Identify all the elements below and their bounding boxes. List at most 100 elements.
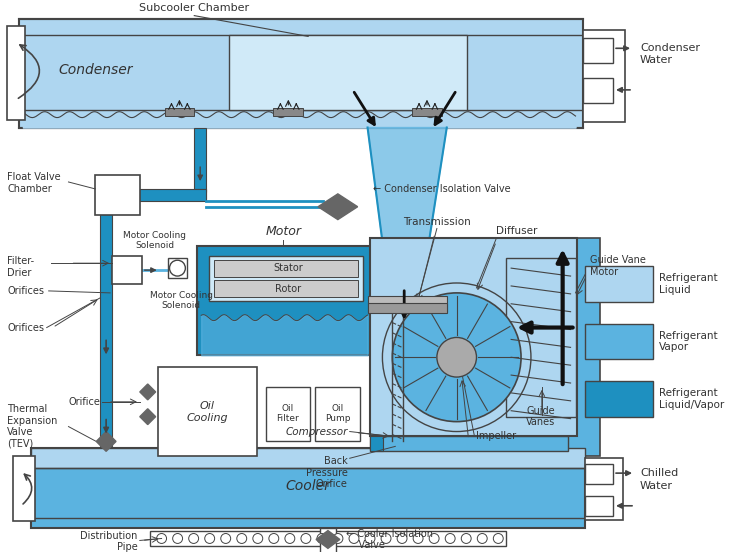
- Bar: [167, 258, 187, 278]
- Text: Orifices: Orifices: [7, 323, 44, 333]
- Text: ← Condenser Isolation Valve: ← Condenser Isolation Valve: [372, 184, 510, 194]
- Text: Impeller: Impeller: [477, 432, 517, 442]
- Bar: [164, 108, 195, 116]
- Text: Diffuser: Diffuser: [497, 227, 538, 236]
- Bar: [31, 448, 585, 527]
- Text: Motor: Motor: [266, 226, 301, 238]
- Text: Oil
Pump: Oil Pump: [325, 404, 351, 423]
- Polygon shape: [368, 128, 447, 317]
- Polygon shape: [316, 531, 340, 549]
- Circle shape: [349, 534, 359, 544]
- Polygon shape: [96, 432, 116, 451]
- Text: Condenser: Condenser: [640, 43, 700, 53]
- Text: Water: Water: [640, 55, 673, 65]
- Bar: [198, 246, 371, 355]
- Bar: [412, 108, 442, 116]
- Circle shape: [429, 534, 439, 544]
- Text: ← Cooler Isolation
    Valve: ← Cooler Isolation Valve: [346, 529, 433, 550]
- Text: Rotor: Rotor: [275, 284, 301, 294]
- Bar: [13, 456, 35, 521]
- Bar: [320, 527, 336, 557]
- Text: Thermal
Expansion
Valve
(TEV): Thermal Expansion Valve (TEV): [7, 404, 58, 449]
- Bar: [368, 296, 447, 312]
- Bar: [583, 31, 625, 121]
- Circle shape: [413, 534, 423, 544]
- Bar: [506, 258, 576, 417]
- Bar: [585, 464, 613, 484]
- Bar: [214, 280, 357, 297]
- Bar: [214, 260, 357, 277]
- Bar: [100, 214, 112, 446]
- Circle shape: [157, 534, 166, 544]
- Circle shape: [397, 534, 407, 544]
- Text: Oil
Filter: Oil Filter: [276, 404, 299, 423]
- Circle shape: [381, 534, 391, 544]
- Bar: [585, 381, 653, 417]
- Circle shape: [445, 534, 455, 544]
- Bar: [274, 108, 303, 116]
- Bar: [112, 256, 142, 284]
- Circle shape: [169, 260, 185, 276]
- Text: Orifice: Orifice: [68, 397, 100, 407]
- Text: Subcooler Chamber: Subcooler Chamber: [139, 3, 249, 13]
- Bar: [585, 266, 653, 302]
- Bar: [95, 175, 140, 214]
- Text: Distribution
Pipe: Distribution Pipe: [81, 531, 138, 552]
- Bar: [209, 256, 363, 301]
- Text: Back
Pressure
Orifice: Back Pressure Orifice: [306, 456, 348, 490]
- Text: Motor Cooling
Solenoid: Motor Cooling Solenoid: [123, 231, 186, 250]
- Circle shape: [461, 534, 471, 544]
- Text: Chilled: Chilled: [640, 468, 678, 478]
- Text: Filter-
Drier: Filter- Drier: [7, 256, 34, 278]
- Circle shape: [494, 534, 503, 544]
- Circle shape: [221, 534, 231, 544]
- Circle shape: [333, 534, 343, 544]
- Bar: [100, 189, 206, 201]
- Circle shape: [189, 534, 198, 544]
- Text: Condenser: Condenser: [58, 63, 132, 77]
- Bar: [585, 496, 613, 516]
- Bar: [583, 78, 613, 102]
- Polygon shape: [140, 384, 155, 400]
- Text: Refrigerant
Liquid: Refrigerant Liquid: [659, 273, 717, 295]
- Text: Orifices: Orifices: [7, 286, 44, 296]
- Circle shape: [269, 534, 279, 544]
- Circle shape: [437, 338, 477, 377]
- Text: Water: Water: [640, 481, 673, 491]
- Text: Motor Cooling
Solenoid: Motor Cooling Solenoid: [150, 291, 213, 310]
- Bar: [149, 531, 506, 546]
- Bar: [585, 458, 623, 520]
- Circle shape: [237, 534, 246, 544]
- Bar: [315, 387, 360, 442]
- Text: Refrigerant
Liquid/Vapor: Refrigerant Liquid/Vapor: [659, 388, 724, 409]
- Polygon shape: [140, 409, 155, 424]
- Circle shape: [477, 534, 487, 544]
- Circle shape: [301, 534, 311, 544]
- Bar: [31, 448, 585, 468]
- Text: Refrigerant
Vapor: Refrigerant Vapor: [659, 331, 717, 352]
- Bar: [19, 18, 583, 128]
- Polygon shape: [318, 194, 357, 219]
- Circle shape: [392, 293, 521, 422]
- Circle shape: [285, 534, 295, 544]
- Text: Oil
Cooling: Oil Cooling: [186, 401, 228, 423]
- Circle shape: [253, 534, 263, 544]
- Circle shape: [205, 534, 215, 544]
- Bar: [266, 387, 310, 442]
- Circle shape: [172, 534, 183, 544]
- Text: Guide Vane
Motor: Guide Vane Motor: [591, 255, 646, 277]
- Text: Stator: Stator: [274, 263, 303, 273]
- Text: Compressor: Compressor: [286, 427, 348, 437]
- Text: Guide
Vanes: Guide Vanes: [526, 406, 555, 427]
- Bar: [585, 324, 653, 359]
- Bar: [368, 303, 447, 312]
- Bar: [229, 36, 467, 110]
- Bar: [195, 189, 206, 199]
- Circle shape: [317, 534, 327, 544]
- Bar: [369, 437, 568, 451]
- Bar: [195, 128, 206, 192]
- Text: Transmission: Transmission: [403, 217, 471, 227]
- Text: Cooler: Cooler: [286, 479, 331, 493]
- Bar: [369, 437, 383, 451]
- Bar: [158, 367, 257, 456]
